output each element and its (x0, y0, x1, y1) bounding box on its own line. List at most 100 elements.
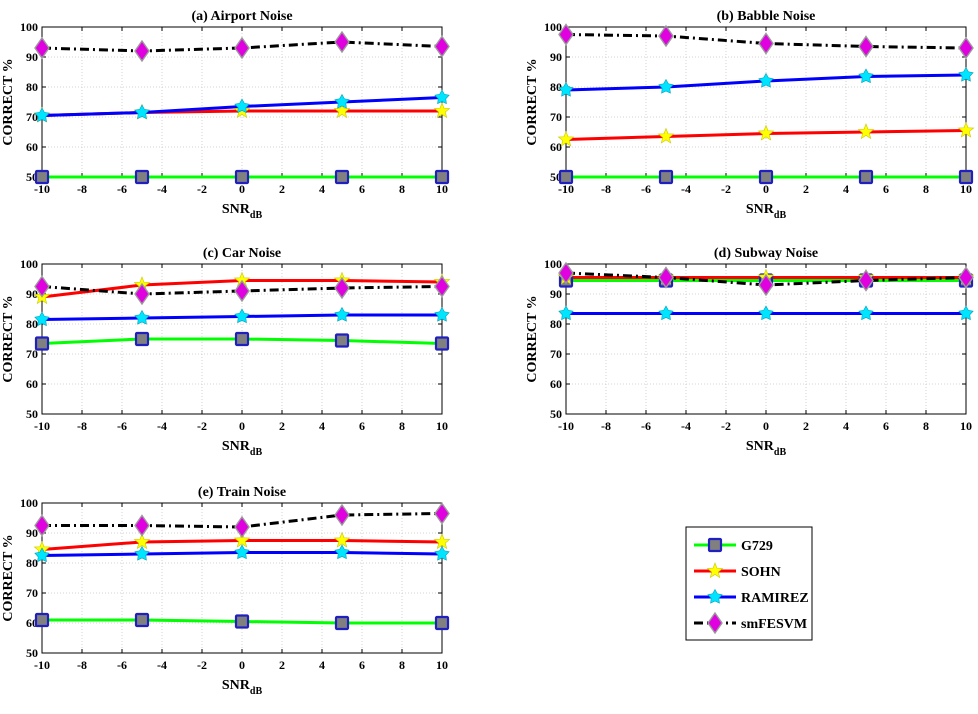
data-point-sohn (133, 533, 151, 550)
x-tick-label: 2 (279, 658, 285, 672)
y-tick-label: 80 (26, 80, 38, 94)
legend-marker-g729 (707, 537, 723, 553)
x-tick-label: -10 (558, 419, 574, 433)
data-point-g729 (34, 336, 50, 351)
x-tick-label: 0 (763, 419, 769, 433)
data-point-ramirez (558, 81, 574, 97)
x-tick-label: 8 (399, 182, 405, 196)
data-point-sohn (333, 531, 351, 548)
x-axis-label: SNRdB (746, 439, 787, 458)
data-point-ramirez (34, 107, 50, 123)
data-point-sohn (557, 130, 575, 147)
data-point-ramirez (558, 305, 574, 321)
data-point-smfesvm (134, 282, 150, 306)
y-tick-label: 70 (26, 110, 38, 124)
data-point-sohn (757, 124, 775, 141)
x-tick-label: 6 (883, 182, 889, 196)
data-point-ramirez (34, 311, 50, 327)
y-tick-label: 80 (26, 317, 38, 331)
y-axis-label: CORRECT % (525, 58, 540, 145)
data-point-smfesvm (758, 32, 774, 55)
x-tick-label: 10 (436, 658, 448, 672)
x-tick-label: -6 (117, 182, 127, 196)
data-point-g729 (34, 169, 50, 185)
x-tick-label: 10 (960, 182, 972, 196)
data-point-smfesvm (558, 23, 574, 46)
chart-title: (d) Subway Noise (714, 246, 818, 261)
data-point-g729 (434, 169, 450, 185)
data-point-ramirez (334, 93, 350, 109)
x-tick-label: 4 (843, 182, 849, 196)
data-point-smfesvm (234, 515, 250, 539)
x-tick-label: 4 (319, 182, 325, 196)
x-tick-label: 6 (359, 658, 365, 672)
legend-marker-sohn (706, 562, 724, 579)
y-tick-label: 90 (550, 50, 562, 64)
data-point-smfesvm (234, 36, 250, 60)
legend-marker-smfesvm (707, 611, 723, 635)
data-point-g729 (658, 169, 674, 185)
x-axis-label-main: SNR (746, 439, 775, 454)
data-point-sohn (657, 127, 675, 144)
chart-panel-3: -10 -8 -6 -4 -2 0 2 4 6 8 10 50 60 70 80 90 100 (c) Car N… (1, 246, 451, 458)
data-point-ramirez (858, 305, 874, 321)
x-tick-label: 0 (763, 182, 769, 196)
y-tick-label: 50 (26, 646, 38, 660)
data-point-ramirez (134, 545, 150, 561)
y-tick-label: 60 (550, 140, 562, 154)
x-tick-label: 2 (279, 182, 285, 196)
y-tick-label: 60 (26, 377, 38, 391)
x-tick-label: -8 (77, 658, 87, 672)
x-axis-label-main: SNR (222, 202, 251, 217)
y-axis-label: CORRECT % (525, 295, 540, 382)
x-tick-label: 8 (399, 658, 405, 672)
chart-title: (a) Airport Noise (191, 9, 292, 24)
data-point-sohn (957, 121, 975, 138)
y-tick-label: 90 (26, 50, 38, 64)
data-point-ramirez (134, 309, 150, 325)
y-tick-label: 100 (544, 20, 562, 34)
x-axis-label-main: SNR (222, 439, 251, 454)
y-tick-label: 100 (20, 257, 38, 271)
data-point-ramirez (758, 305, 774, 321)
legend-label-ramirez: RAMIREZ (741, 591, 809, 606)
data-point-g729 (134, 169, 150, 185)
data-point-smfesvm (658, 266, 674, 289)
y-tick-label: 80 (26, 556, 38, 570)
y-axis-label: CORRECT % (1, 58, 16, 145)
legend: G729 SOHN RAMIREZ smFESVM (685, 526, 813, 641)
data-point-smfesvm (134, 514, 150, 537)
data-point-smfesvm (558, 261, 574, 285)
y-tick-label: 70 (550, 110, 562, 124)
x-tick-label: -6 (641, 182, 651, 196)
x-tick-label: -10 (34, 182, 50, 196)
x-tick-label: 0 (239, 658, 245, 672)
data-point-ramirez (334, 306, 350, 322)
x-tick-label: -10 (558, 182, 574, 196)
data-point-g729 (858, 169, 874, 185)
x-tick-label: -4 (681, 419, 691, 433)
data-point-ramirez (334, 544, 350, 560)
data-point-g729 (234, 331, 250, 347)
x-tick-label: -10 (34, 419, 50, 433)
data-point-sohn (857, 123, 875, 140)
data-point-g729 (434, 615, 450, 631)
x-tick-label: 8 (923, 182, 929, 196)
x-tick-label: 8 (399, 419, 405, 433)
x-tick-label: -10 (34, 658, 50, 672)
data-point-smfesvm (234, 279, 250, 303)
data-point-smfesvm (858, 35, 874, 58)
data-point-g729 (334, 615, 350, 631)
y-axis-label: CORRECT % (1, 295, 16, 382)
data-point-ramirez (858, 68, 874, 84)
x-tick-label: 4 (843, 419, 849, 433)
x-tick-label: -2 (197, 182, 207, 196)
x-tick-label: -8 (77, 182, 87, 196)
data-point-g729 (758, 169, 774, 185)
x-tick-label: -4 (157, 658, 167, 672)
x-tick-label: -8 (601, 419, 611, 433)
data-point-g729 (134, 612, 150, 628)
data-point-ramirez (234, 98, 250, 114)
